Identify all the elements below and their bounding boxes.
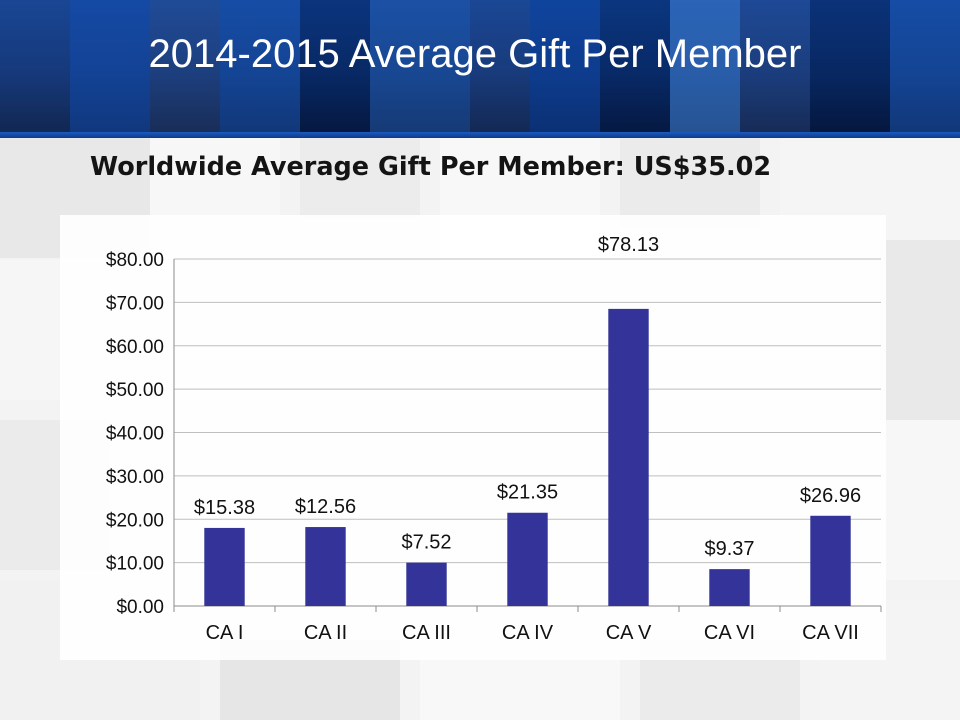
y-tick-label: $40.00 bbox=[106, 424, 164, 445]
data-label: $7.52 bbox=[401, 532, 451, 554]
x-tick-label: CA VII bbox=[802, 622, 859, 644]
y-tick-label: $10.00 bbox=[106, 554, 164, 575]
x-tick-label: CA II bbox=[304, 622, 347, 644]
slide-title: 2014-2015 Average Gift Per Member bbox=[148, 32, 802, 76]
x-tick-label: CA III bbox=[402, 622, 451, 644]
y-tick-label: $50.00 bbox=[106, 380, 164, 401]
data-label: $26.96 bbox=[800, 485, 861, 507]
background-tile bbox=[150, 138, 280, 228]
background-tile bbox=[880, 240, 960, 420]
x-tick-label: CA VI bbox=[704, 622, 755, 644]
y-tick-label: $20.00 bbox=[106, 510, 164, 531]
background-tile bbox=[300, 138, 420, 218]
data-label: $78.13 bbox=[598, 234, 659, 256]
header-tile bbox=[300, 0, 370, 132]
y-tick-label: $30.00 bbox=[106, 467, 164, 488]
bar bbox=[406, 562, 447, 606]
bar bbox=[810, 515, 851, 606]
background-tile bbox=[620, 138, 760, 228]
header-band bbox=[0, 0, 960, 132]
y-tick-label: $0.00 bbox=[116, 597, 164, 618]
chart-panel: $0.00 $10.00 $20.00 $30.00 $40.00 $50.00 $60.0… bbox=[60, 215, 886, 660]
background-tile bbox=[880, 420, 960, 580]
header-tile bbox=[370, 0, 470, 132]
header-rule bbox=[0, 132, 960, 138]
x-tick-label: CA V bbox=[606, 622, 652, 644]
header-tile bbox=[0, 0, 70, 132]
header-tile bbox=[670, 0, 740, 132]
header-tile bbox=[70, 0, 150, 132]
bar bbox=[305, 527, 346, 606]
header-tile bbox=[470, 0, 530, 132]
y-tick-label: $80.00 bbox=[106, 250, 164, 271]
header-tile bbox=[810, 0, 890, 132]
header-tile bbox=[530, 0, 600, 132]
header-tile bbox=[600, 0, 670, 132]
x-tick-label: CA IV bbox=[502, 622, 554, 644]
x-tick-label: CA I bbox=[206, 622, 244, 644]
header-tile bbox=[890, 0, 960, 132]
data-label: $12.56 bbox=[295, 496, 356, 518]
header-tile bbox=[220, 0, 300, 132]
data-label: $9.37 bbox=[704, 538, 754, 560]
data-label: $21.35 bbox=[497, 482, 558, 504]
header-tile bbox=[150, 0, 220, 132]
bar bbox=[709, 569, 750, 606]
bar bbox=[507, 512, 548, 606]
y-tick-label: $70.00 bbox=[106, 293, 164, 314]
y-tick-label: $60.00 bbox=[106, 337, 164, 358]
background-tile bbox=[420, 660, 620, 720]
data-label: $15.38 bbox=[194, 497, 255, 519]
bar-chart: $0.00 $10.00 $20.00 $30.00 $40.00 $50.00 $60.0… bbox=[106, 234, 882, 644]
header-tile bbox=[740, 0, 810, 132]
bar bbox=[608, 308, 649, 606]
bar bbox=[204, 527, 245, 606]
chart-subtitle: Worldwide Average Gift Per Member: US$35… bbox=[90, 152, 772, 182]
